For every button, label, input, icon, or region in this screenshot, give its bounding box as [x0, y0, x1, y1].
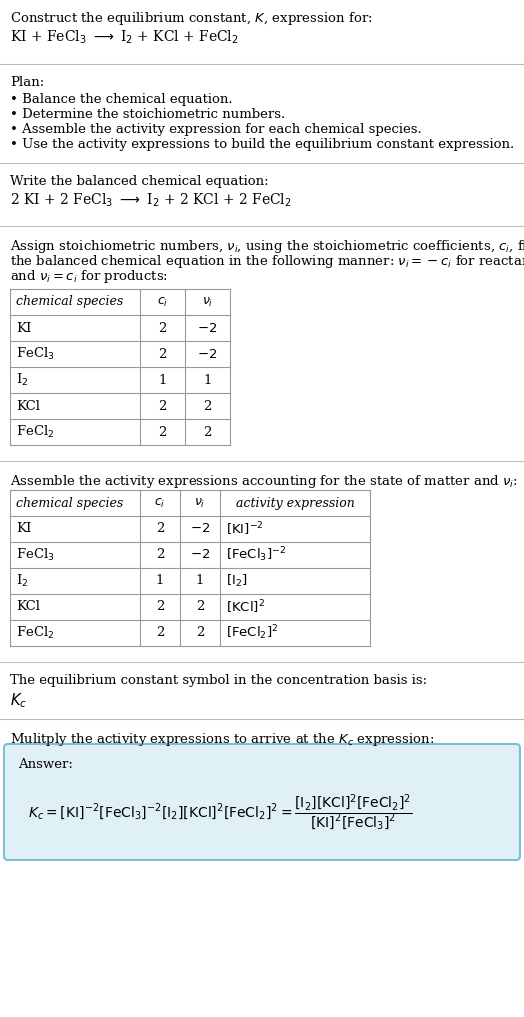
Text: $-2$: $-2$: [190, 523, 210, 536]
Text: • Use the activity expressions to build the equilibrium constant expression.: • Use the activity expressions to build …: [10, 138, 514, 151]
Text: Assemble the activity expressions accounting for the state of matter and $\nu_i$: Assemble the activity expressions accoun…: [10, 473, 518, 490]
FancyBboxPatch shape: [4, 744, 520, 860]
Text: Answer:: Answer:: [18, 758, 73, 771]
Text: 2: 2: [158, 348, 167, 360]
Text: chemical species: chemical species: [16, 496, 123, 510]
Text: the balanced chemical equation in the following manner: $\nu_i = -c_i$ for react: the balanced chemical equation in the fo…: [10, 253, 524, 270]
Text: $[\mathrm{I_2}]$: $[\mathrm{I_2}]$: [226, 573, 247, 589]
Text: 2: 2: [203, 425, 212, 438]
Text: • Assemble the activity expression for each chemical species.: • Assemble the activity expression for e…: [10, 123, 422, 136]
Text: $-2$: $-2$: [198, 321, 217, 335]
Text: 2: 2: [203, 400, 212, 413]
Text: $[\mathrm{FeCl_2}]^2$: $[\mathrm{FeCl_2}]^2$: [226, 623, 278, 643]
Text: activity expression: activity expression: [236, 496, 354, 510]
Text: 2: 2: [196, 626, 204, 640]
Text: KI: KI: [16, 321, 31, 335]
Text: Mulitply the activity expressions to arrive at the $K_c$ expression:: Mulitply the activity expressions to arr…: [10, 731, 434, 747]
Text: • Balance the chemical equation.: • Balance the chemical equation.: [10, 93, 233, 106]
Text: 1: 1: [158, 373, 167, 386]
Text: • Determine the stoichiometric numbers.: • Determine the stoichiometric numbers.: [10, 108, 285, 121]
Text: 2: 2: [156, 600, 164, 613]
Text: Assign stoichiometric numbers, $\nu_i$, using the stoichiometric coefficients, $: Assign stoichiometric numbers, $\nu_i$, …: [10, 238, 524, 255]
Text: FeCl$_3$: FeCl$_3$: [16, 346, 54, 362]
Text: I$_2$: I$_2$: [16, 573, 28, 589]
Text: FeCl$_3$: FeCl$_3$: [16, 547, 54, 563]
Text: KI + FeCl$_3$ $\longrightarrow$ I$_2$ + KCl + FeCl$_2$: KI + FeCl$_3$ $\longrightarrow$ I$_2$ + …: [10, 29, 239, 47]
Text: $[\mathrm{KI}]^{-2}$: $[\mathrm{KI}]^{-2}$: [226, 521, 264, 538]
Text: $\nu_i$: $\nu_i$: [194, 496, 206, 510]
Text: The equilibrium constant symbol in the concentration basis is:: The equilibrium constant symbol in the c…: [10, 674, 427, 687]
Text: 1: 1: [156, 575, 164, 588]
Text: KI: KI: [16, 523, 31, 536]
Text: and $\nu_i = c_i$ for products:: and $\nu_i = c_i$ for products:: [10, 268, 168, 285]
Text: 2: 2: [158, 425, 167, 438]
Text: $c_i$: $c_i$: [155, 496, 166, 510]
Text: $c_i$: $c_i$: [157, 296, 168, 308]
Text: FeCl$_2$: FeCl$_2$: [16, 424, 54, 440]
Text: KCl: KCl: [16, 600, 40, 613]
Text: $[\mathrm{FeCl_3}]^{-2}$: $[\mathrm{FeCl_3}]^{-2}$: [226, 546, 286, 564]
Text: $-2$: $-2$: [190, 548, 210, 561]
Text: 2: 2: [156, 548, 164, 561]
Text: $-2$: $-2$: [198, 348, 217, 360]
Text: Construct the equilibrium constant, $K$, expression for:: Construct the equilibrium constant, $K$,…: [10, 10, 373, 27]
Text: 2: 2: [158, 400, 167, 413]
Text: $K_c = [\mathrm{KI}]^{-2}[\mathrm{FeCl_3}]^{-2}[\mathrm{I_2}][\mathrm{KCl}]^2[\m: $K_c = [\mathrm{KI}]^{-2}[\mathrm{FeCl_3…: [28, 793, 412, 833]
Text: $[\mathrm{KCl}]^2$: $[\mathrm{KCl}]^2$: [226, 598, 265, 615]
Text: $\nu_i$: $\nu_i$: [202, 296, 213, 308]
Text: 2: 2: [158, 321, 167, 335]
Text: 2: 2: [156, 626, 164, 640]
Text: FeCl$_2$: FeCl$_2$: [16, 625, 54, 641]
Text: I$_2$: I$_2$: [16, 372, 28, 388]
Text: Plan:: Plan:: [10, 76, 44, 89]
Text: 2 KI + 2 FeCl$_3$ $\longrightarrow$ I$_2$ + 2 KCl + 2 FeCl$_2$: 2 KI + 2 FeCl$_3$ $\longrightarrow$ I$_2…: [10, 192, 292, 210]
Text: Write the balanced chemical equation:: Write the balanced chemical equation:: [10, 175, 269, 188]
Text: 2: 2: [156, 523, 164, 536]
Text: KCl: KCl: [16, 400, 40, 413]
Text: 1: 1: [196, 575, 204, 588]
Text: 1: 1: [203, 373, 212, 386]
Text: $K_c$: $K_c$: [10, 691, 27, 710]
Text: chemical species: chemical species: [16, 296, 123, 308]
Text: 2: 2: [196, 600, 204, 613]
